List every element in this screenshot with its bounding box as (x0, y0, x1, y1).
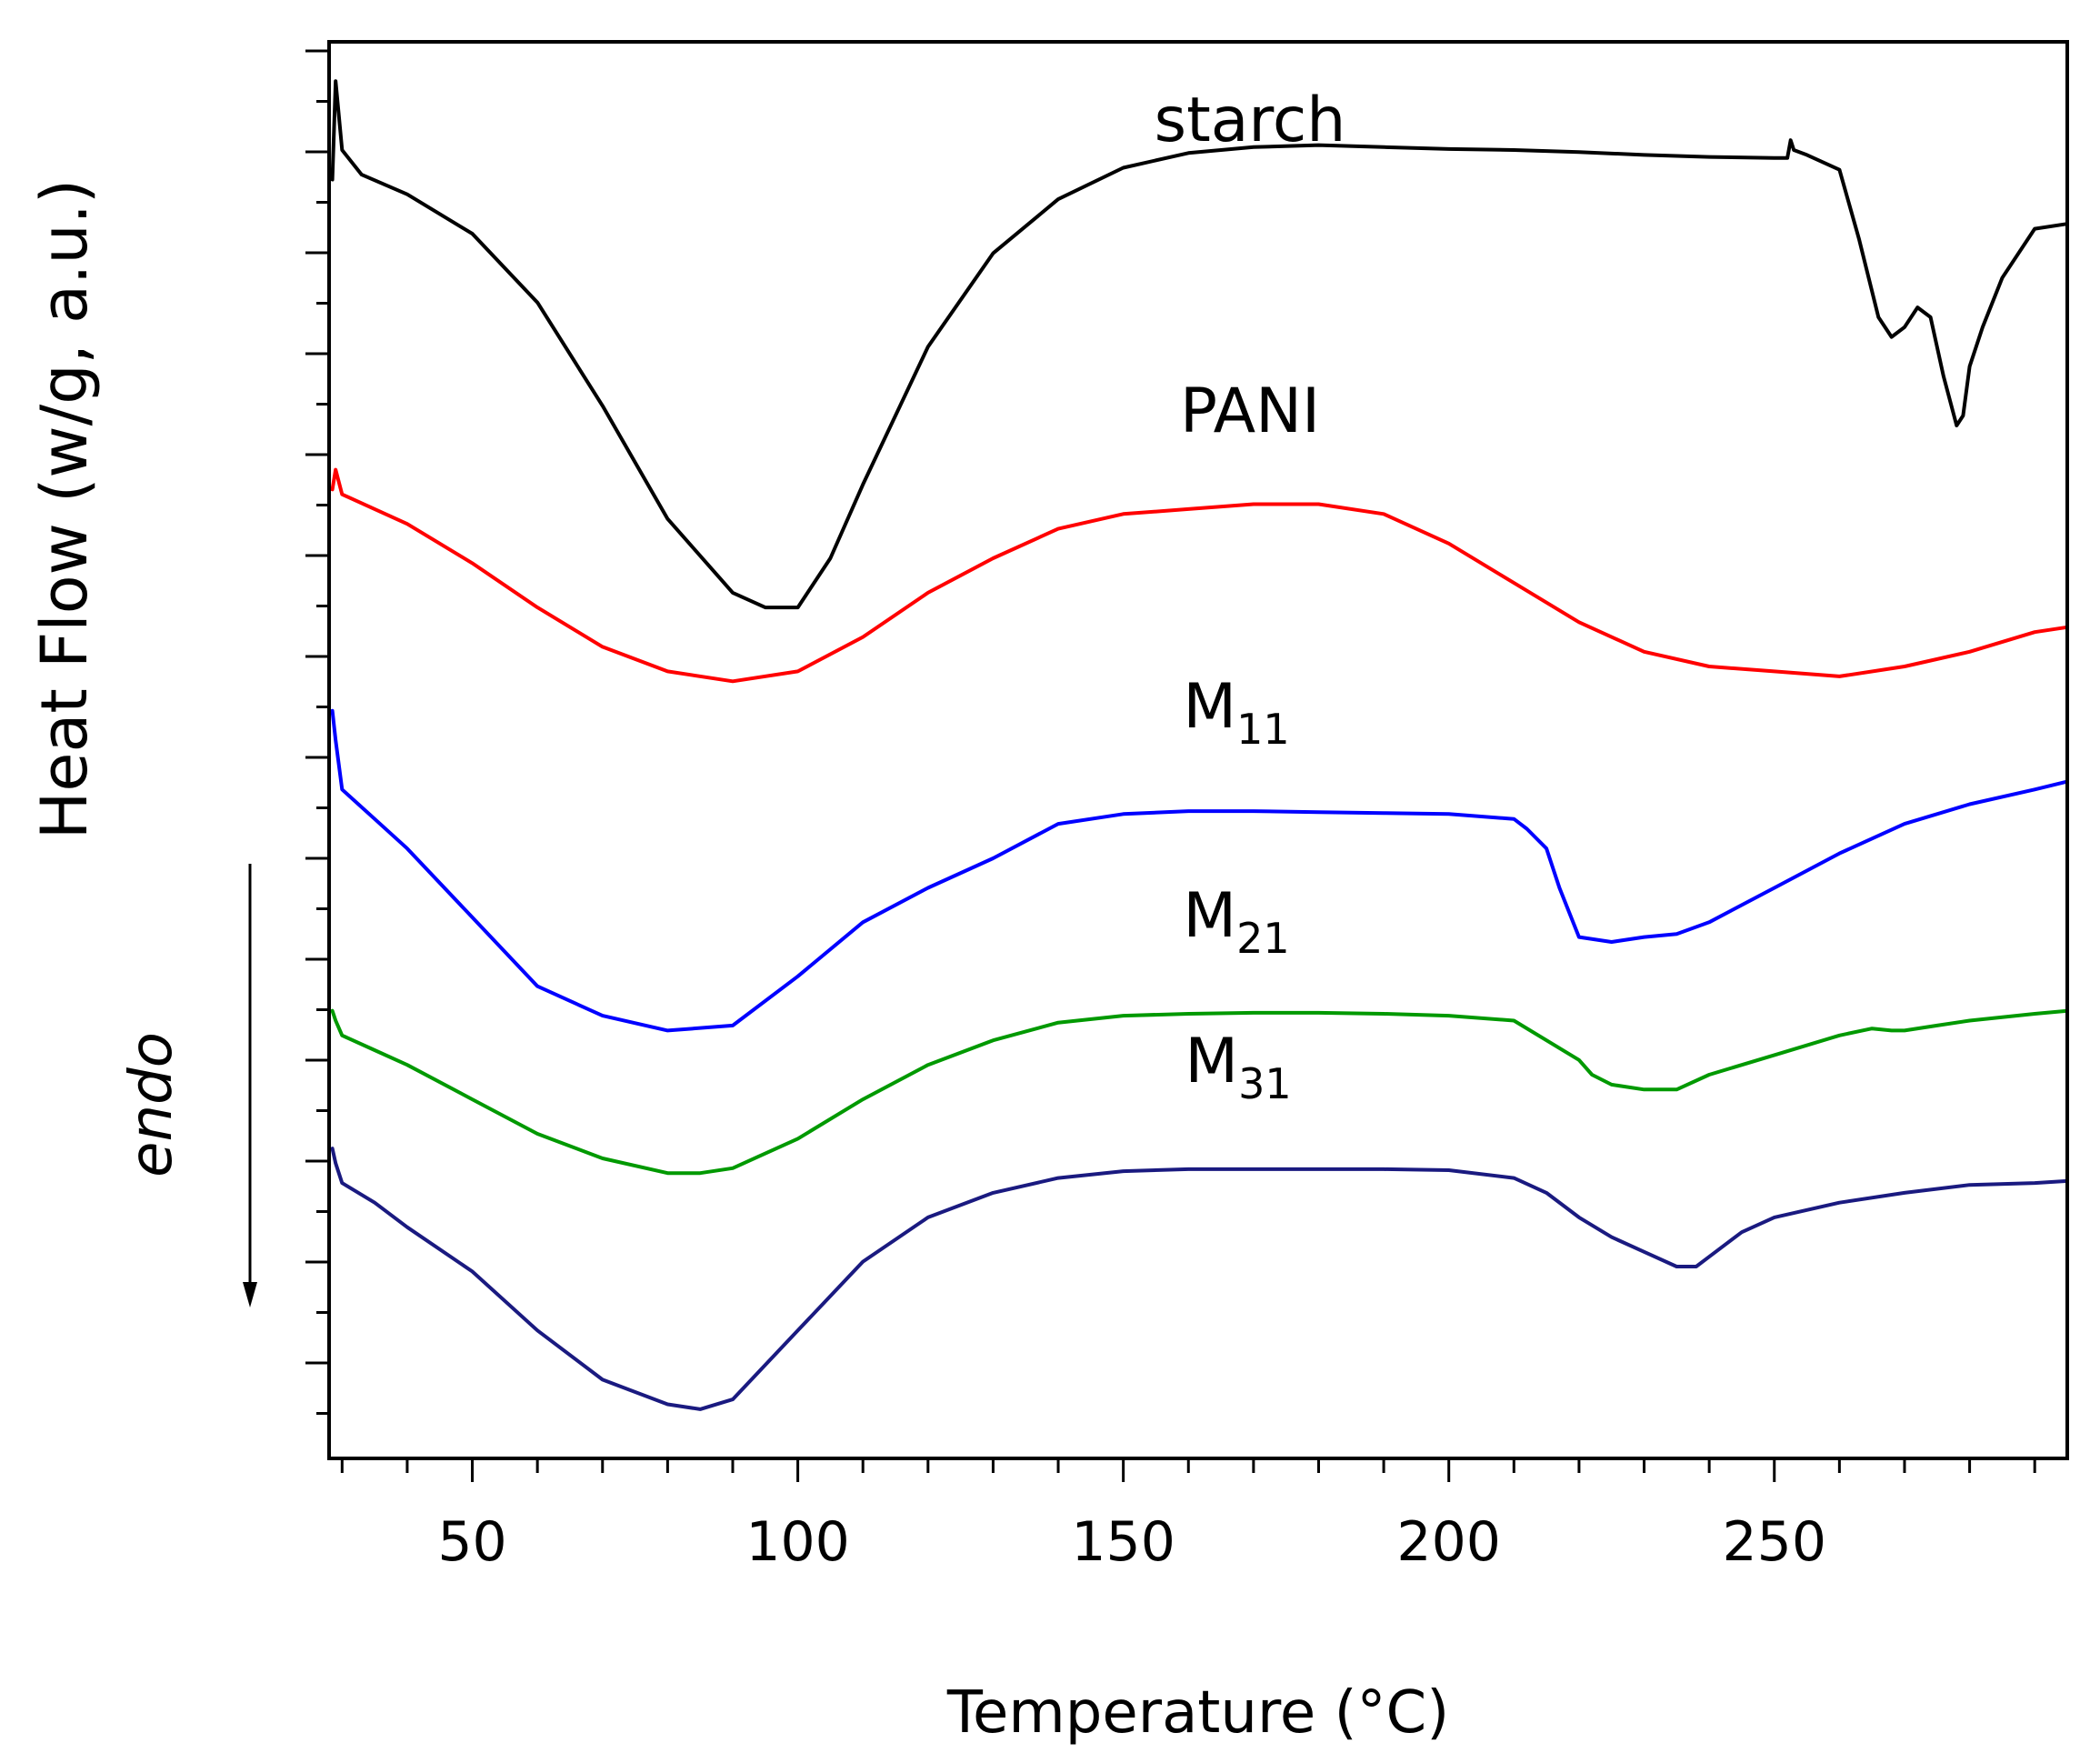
y-axis-title: Heat Flow (w/g, a.u.) (27, 179, 102, 840)
series-label-m21: M21 (1183, 880, 1289, 963)
x-tick-label: 250 (1722, 1510, 1826, 1574)
series-line-m21 (330, 1008, 2069, 1176)
endo-arrow-head (243, 1282, 257, 1307)
series-line-pani (330, 467, 2069, 684)
series-line-starch (330, 79, 2069, 610)
x-tick-label: 150 (1071, 1510, 1175, 1574)
plot-frame (327, 40, 2069, 1460)
series-label-m11: M11 (1183, 671, 1289, 754)
endo-annotation: endo (118, 1032, 185, 1177)
series-line-m31 (330, 1147, 2069, 1411)
x-tick-label: 50 (437, 1510, 506, 1574)
series-label-pani: PANI (1180, 376, 1320, 447)
x-axis-title: Temperature (°C) (946, 1679, 1449, 1747)
series-labels: starch PANI M11 M21 M31 (1155, 85, 1346, 1108)
x-tick-label: 100 (745, 1510, 850, 1574)
x-tick-label: 200 (1396, 1510, 1501, 1574)
series-line-m11 (330, 708, 2069, 1033)
x-tick-labels: 50 100 150 200 250 (437, 1510, 1826, 1574)
series-layer (330, 79, 2069, 1411)
axis-ticks (305, 49, 2036, 1482)
series-label-m31: M31 (1185, 1026, 1291, 1108)
series-label-starch: starch (1155, 85, 1346, 156)
